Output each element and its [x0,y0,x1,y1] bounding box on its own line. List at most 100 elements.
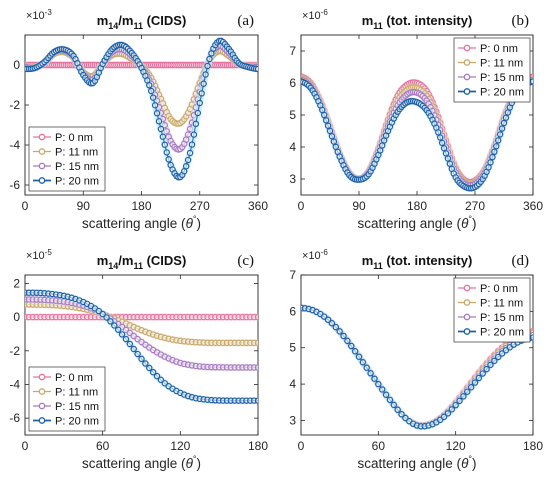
xlabel-close: ) [472,456,477,471]
data-point [328,320,336,327]
data-point [254,65,258,73]
data-point [471,379,479,386]
title-tail: (tot. intensity) [383,13,473,28]
data-point [200,80,207,87]
data-point [336,328,343,335]
legend-swatch-marker [38,388,46,395]
data-point [363,364,370,371]
xlabel-degree: ° [468,214,472,224]
data-point [456,397,463,405]
data-point [148,87,155,95]
data-point [157,125,165,133]
data-point [202,71,209,78]
data-point [182,136,190,143]
title-main: m [362,253,374,268]
data-point [448,406,455,413]
data-point [126,340,134,348]
data-point [138,355,145,363]
legend-item: P: 15 nm [33,161,99,173]
legend-swatch-marker [463,328,471,335]
data-point [446,160,454,168]
legend-swatch-marker [38,417,46,424]
data-point [496,131,504,138]
legend-item: P: 0 nm [458,283,518,295]
title-sub: 14 [108,261,118,271]
series-p-20-nm [25,289,258,405]
data-point [444,410,452,417]
title-sub: 11 [373,261,383,271]
exponent-base: ×10 [302,250,321,262]
xlabel-text: scattering angle ( [82,456,186,471]
data-point [344,337,351,345]
x-tick-label: 60 [372,439,386,453]
x-tick-label: 90 [77,199,91,213]
series-p-20-nm [301,304,533,430]
y-tick-label: 7 [289,268,296,282]
legend-item: P: 0 nm [33,132,93,144]
x-tick-label: 0 [22,439,29,453]
y-tick-label: 0 [13,58,20,72]
title-main: m [362,13,374,28]
xlabel-close: ) [197,456,202,471]
legend-item: P: 15 nm [458,312,524,324]
panel-title: m14/m11 (CIDS) [97,253,187,271]
y-tick-label: 6 [289,304,296,318]
title-mid: /m [118,13,133,28]
x-tick-label: 0 [298,439,305,453]
y-tick-label: -4 [9,138,20,152]
legend: P: 0 nm P: 11 nm P: 15 nm P: 20 nm [453,37,531,103]
x-tick-label: 180 [407,199,427,213]
x-tick-label: 180 [248,439,268,453]
data-point [500,119,508,127]
legend-swatch-marker [38,177,46,184]
legend-item: P: 20 nm [33,416,99,428]
plot-area [25,37,258,181]
axis-exponent: ×10-5 [26,248,52,262]
legend-item: P: 20 nm [458,87,524,99]
data-point [498,125,506,132]
x-tick-label: 90 [352,199,366,213]
data-point [386,396,394,404]
axis-exponent: ×10-3 [26,8,52,22]
legend-item: P: 0 nm [458,43,518,55]
data-point [359,359,367,366]
data-point [206,55,213,63]
panel-c: 0 60 120 180 -6 -4 -2 0 2 m14/m11 (CIDS) (c) ×10-5 s… [9,248,268,471]
data-point [151,102,159,109]
data-point [165,156,172,163]
legend-label: P: 0 nm [480,43,518,55]
panel-label: (a) [237,13,254,29]
data-point [348,342,355,350]
title-sub: 14 [108,21,118,31]
data-point [319,106,326,114]
panel-label: (b) [512,13,530,29]
legend-label: P: 20 nm [55,176,99,188]
data-point [379,142,386,149]
plot-area [301,73,533,192]
xlabel-close: ) [472,216,477,231]
y-tick-label: -2 [9,344,20,358]
data-point [440,145,448,152]
x-axis-label: scattering angle (θ°) [82,214,201,231]
panel-a: 0 90 180 270 360 -6 -4 -2 0 m14/m11 (CIDS) (a) ×10-… [9,8,268,231]
x-tick-label: 270 [190,199,210,213]
data-point [149,368,157,376]
xlabel-theta: θ [461,216,469,231]
panel-title: m11 (tot. intensity) [362,253,473,271]
y-tick-label: -2 [9,98,20,112]
y-tick-label: 3 [289,413,296,427]
x-axis-label: scattering angle (θ°) [82,454,201,471]
data-point [479,370,486,377]
y-tick-label: 2 [13,276,20,290]
panel-b: 0 90 180 270 360 3 4 5 6 7 m11 (tot. intensity) (b)… [289,8,543,231]
data-point [161,141,168,148]
x-axis-label: scattering angle (θ°) [358,214,477,231]
legend-swatch-marker [463,59,471,66]
data-point [444,155,452,162]
title-sub: 11 [133,261,143,271]
legend-item: P: 11 nm [33,387,98,399]
data-point [184,156,192,164]
title-tail: (CIDS) [143,253,186,268]
legend-label: P: 15 nm [480,312,524,324]
x-tick-label: 0 [22,199,29,213]
